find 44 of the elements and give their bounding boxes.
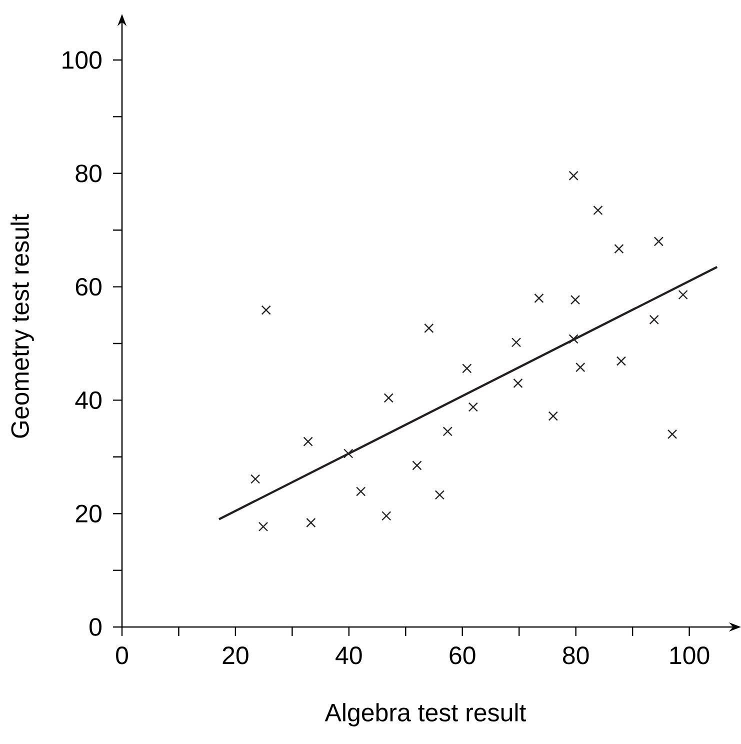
y-tick-label: 20 [76,504,102,522]
point [654,236,664,246]
y-tick-label: 0 [90,618,102,636]
point [534,293,544,303]
point [412,460,422,470]
point [462,364,472,374]
point [258,522,268,532]
y-tick-label: 100 [62,51,102,69]
point [576,362,586,372]
point [382,511,392,521]
point [511,338,522,348]
point [568,170,578,181]
point [616,356,626,366]
x-tick-label: 60 [450,646,476,664]
point [442,426,452,436]
point [570,295,580,305]
point [306,518,316,528]
y-tick-label: 80 [76,164,102,182]
point [250,474,260,484]
point [424,323,434,334]
x-tick-label: 20 [222,646,248,664]
y-tick-label: 60 [76,278,102,296]
point [513,378,523,388]
x-tick-label: 40 [336,646,362,664]
point [384,393,394,403]
point [548,411,558,421]
point [356,486,366,496]
x-tick-label: 100 [670,646,710,664]
point [667,429,678,440]
point [468,402,478,412]
point [344,448,354,458]
y-tick-label: 40 [75,391,102,410]
x-tick-label: 0 [116,646,128,664]
point [649,314,659,325]
point [434,490,445,500]
point [303,436,313,446]
point [678,290,688,300]
point [614,244,624,254]
point [261,305,271,315]
x-axis-title: Algebra test result [324,703,526,726]
x-tick-label: 80 [563,646,589,664]
y-axis-title: Geometry test result [10,214,34,438]
point [568,334,578,344]
point [593,205,603,216]
